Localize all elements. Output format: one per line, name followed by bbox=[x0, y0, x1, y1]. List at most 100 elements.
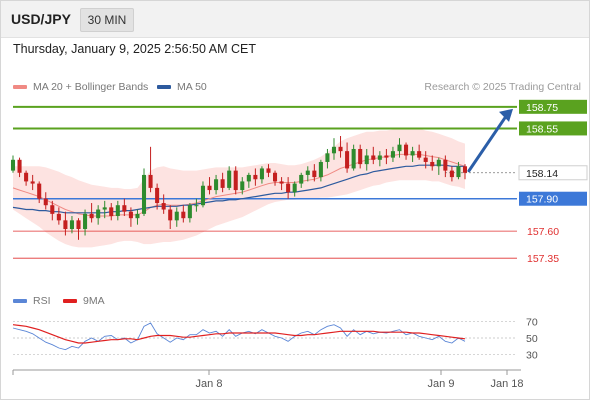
candle-body bbox=[30, 181, 35, 184]
candle-body bbox=[240, 181, 245, 191]
candle-body bbox=[345, 151, 350, 169]
scenario-arrow-head bbox=[499, 108, 513, 122]
legend-item-9ma: 9MA bbox=[63, 295, 105, 307]
rsi-series-RSI bbox=[12, 322, 466, 351]
candle-body bbox=[102, 207, 107, 210]
candle-body bbox=[56, 213, 61, 221]
candle-body bbox=[272, 172, 278, 182]
candle-body bbox=[305, 170, 310, 175]
candle-body bbox=[115, 205, 120, 217]
candle-body bbox=[443, 159, 448, 171]
candle-body bbox=[200, 185, 206, 206]
candle-body bbox=[83, 213, 88, 229]
candle-body bbox=[410, 151, 415, 156]
level-label-158.75: 158.75 bbox=[526, 102, 558, 114]
candle-body bbox=[404, 144, 409, 156]
level-label-157.90: 157.90 bbox=[526, 194, 558, 206]
candle-body bbox=[76, 220, 81, 229]
candle-body bbox=[371, 155, 376, 160]
candle-body bbox=[246, 174, 251, 182]
rsi-series-9MA bbox=[12, 324, 466, 344]
rsi-tick-30: 30 bbox=[526, 350, 538, 362]
bollinger-band bbox=[13, 128, 465, 248]
candle-body bbox=[37, 183, 42, 199]
candle-body bbox=[128, 211, 133, 219]
candle-body bbox=[358, 148, 363, 165]
candle-body bbox=[17, 159, 22, 173]
ma20-line bbox=[12, 153, 466, 217]
legend-label-rsi: RSI bbox=[33, 295, 51, 307]
candle-body bbox=[63, 220, 68, 229]
candle-body bbox=[187, 205, 192, 219]
rsi-pane: 70 50 30 bbox=[12, 316, 538, 362]
ma50-line bbox=[12, 164, 465, 214]
candle-body bbox=[331, 146, 337, 154]
level-label-158.55: 158.55 bbox=[526, 123, 558, 135]
candle-body bbox=[148, 174, 153, 188]
level-tag-158.14 bbox=[518, 165, 588, 181]
candle-body bbox=[155, 187, 160, 204]
candle-body bbox=[109, 207, 114, 217]
candle-body bbox=[449, 170, 454, 178]
legend-label-ma20: MA 20 + Bollinger Bands bbox=[33, 81, 149, 93]
timeframe-button[interactable]: 30 MIN bbox=[80, 8, 134, 32]
candle-body bbox=[436, 159, 441, 167]
level-label-157.60: 157.60 bbox=[527, 226, 559, 238]
level-label-157.35: 157.35 bbox=[527, 253, 559, 265]
candle-body bbox=[233, 170, 238, 191]
candle-body bbox=[69, 220, 74, 229]
candle-body bbox=[207, 185, 212, 191]
level-tag-158.55 bbox=[519, 121, 587, 136]
candle-body bbox=[325, 153, 330, 162]
rsi-tick-70: 70 bbox=[526, 316, 538, 328]
candle-body bbox=[430, 161, 435, 167]
legend-swatch-ma50 bbox=[157, 85, 171, 89]
candle-body bbox=[168, 209, 173, 221]
level-tag-157.90 bbox=[519, 191, 587, 206]
price-pane: 158.75 158.55 158.14 157.90 157.60 157.35 bbox=[10, 99, 588, 265]
candle-body bbox=[220, 179, 225, 188]
candle-body bbox=[50, 205, 55, 214]
candle-body bbox=[351, 148, 356, 169]
candle-body bbox=[397, 144, 402, 152]
level-label-158.14: 158.14 bbox=[526, 168, 558, 180]
legend-label-ma50: MA 50 bbox=[177, 81, 207, 93]
time-tick-label: Jan 9 bbox=[428, 378, 455, 390]
candle-body bbox=[96, 209, 101, 219]
candle-body bbox=[227, 170, 232, 188]
legend-label-9ma: 9MA bbox=[83, 295, 105, 307]
candle-body bbox=[318, 161, 323, 178]
legend-item-rsi: RSI bbox=[13, 295, 51, 307]
candle-body bbox=[279, 181, 284, 184]
candle-body bbox=[292, 183, 297, 193]
candle-body bbox=[194, 205, 199, 207]
candle-body bbox=[423, 157, 428, 162]
candle-body bbox=[462, 166, 468, 173]
candle-body bbox=[299, 174, 304, 184]
legend-swatch-rsi bbox=[13, 299, 27, 303]
candle-body bbox=[312, 170, 317, 178]
time-tick-label: Jan 18 bbox=[490, 378, 523, 390]
candle-body bbox=[377, 155, 382, 160]
candle-body bbox=[253, 174, 258, 180]
candle-body bbox=[390, 151, 395, 158]
credit-label: Research © 2025 Trading Central bbox=[424, 81, 581, 93]
candle-body bbox=[89, 213, 94, 219]
legend-swatch-ma20 bbox=[13, 85, 27, 89]
candle-body bbox=[214, 179, 219, 191]
header-bar: USD/JPY 30 MIN bbox=[1, 1, 589, 38]
candle-body bbox=[122, 205, 127, 212]
candle-body bbox=[181, 211, 186, 219]
candle-body bbox=[141, 174, 147, 214]
candle-body bbox=[266, 168, 271, 173]
candle-body bbox=[135, 213, 140, 219]
candle-body bbox=[384, 155, 389, 158]
candle-body bbox=[286, 183, 291, 193]
time-axis: Jan 8 Jan 9 Jan 18 bbox=[12, 369, 524, 390]
legend-item-ma50: MA 50 bbox=[157, 81, 207, 93]
rsi-tick-50: 50 bbox=[526, 333, 538, 345]
datetime-label: Thursday, January 9, 2025 2:56:50 AM CET bbox=[13, 42, 256, 56]
candle-body bbox=[10, 159, 16, 171]
